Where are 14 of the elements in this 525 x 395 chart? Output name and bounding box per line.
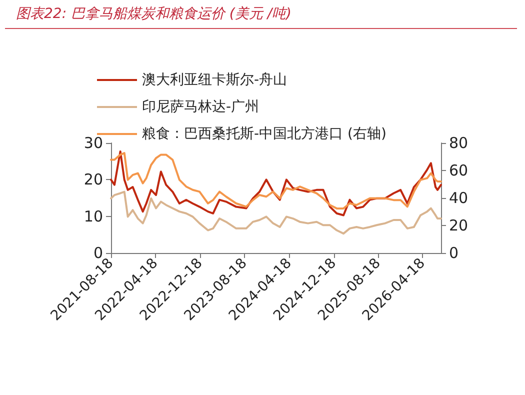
y-tick-label: 10 <box>84 207 103 226</box>
y2-tick-label: 80 <box>449 134 468 152</box>
y-tick-label: 30 <box>84 134 103 152</box>
legend-label: 印尼萨马林达-广州 <box>142 99 260 115</box>
y-tick-label: 0 <box>93 244 103 262</box>
y2-tick-label: 0 <box>449 244 459 262</box>
y2-tick-label: 60 <box>449 162 468 180</box>
line-series <box>110 190 442 235</box>
y2-tick-label: 40 <box>449 189 468 207</box>
y2-tick-label: 20 <box>449 216 468 234</box>
y-tick-label: 20 <box>84 170 103 189</box>
chart-title: 图表22: 巴拿马船煤炭和粮食运价 (美元 /吨) <box>16 5 292 23</box>
legend-label: 粮食：巴西桑托斯-中国北方港口 (右轴) <box>142 126 386 142</box>
legend-label: 澳大利亚纽卡斯尔-舟山 <box>142 72 288 88</box>
